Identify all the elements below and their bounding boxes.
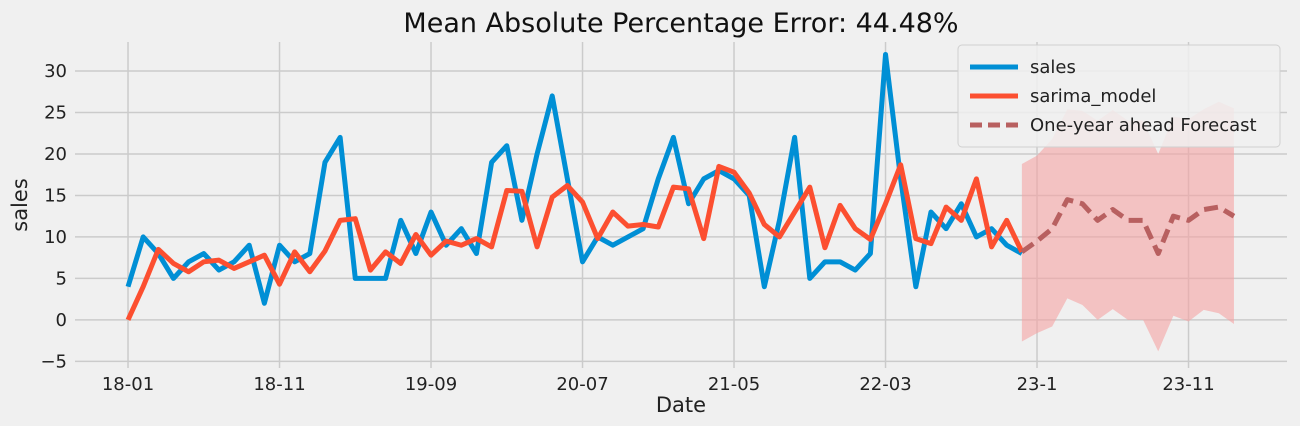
y-tick-label: 10 (44, 227, 67, 248)
legend-label: sales (1030, 57, 1076, 78)
x-tick-label: 20-07 (556, 374, 608, 395)
series-line-sarima-model (125, 162, 1025, 321)
x-axis-title: Date (656, 393, 706, 417)
x-tick-label: 23-11 (1162, 374, 1214, 395)
x-tick-label: 22-03 (859, 374, 911, 395)
x-tick-label: 19-09 (405, 374, 457, 395)
legend-box (957, 44, 1281, 148)
y-axis-title: sales (8, 178, 32, 232)
series-line-forecast (1020, 197, 1236, 257)
y-tick-label: 25 (44, 103, 67, 124)
y-tick-label: 20 (44, 144, 67, 165)
y-tick-label: 5 (56, 268, 67, 289)
legend: sales sarima_model One-year ahead Forecast (957, 44, 1281, 148)
y-tick-label: 15 (44, 185, 67, 206)
forecast-confidence-band (1021, 101, 1234, 352)
x-tick-label: 18-11 (253, 374, 305, 395)
y-tick-label: −5 (40, 351, 67, 372)
x-tick-label: 21-05 (708, 374, 760, 395)
legend-label: One-year ahead Forecast (1030, 115, 1257, 136)
chart-title: Mean Absolute Percentage Error: 44.48% (403, 8, 958, 39)
x-tick-label: 23-1 (1017, 374, 1058, 395)
y-tick-label: 0 (56, 310, 67, 331)
y-tick-label: 30 (44, 61, 67, 82)
legend-label: sarima_model (1030, 86, 1156, 107)
x-tick-label: 18-01 (102, 374, 154, 395)
series-line-sales (125, 51, 1024, 306)
